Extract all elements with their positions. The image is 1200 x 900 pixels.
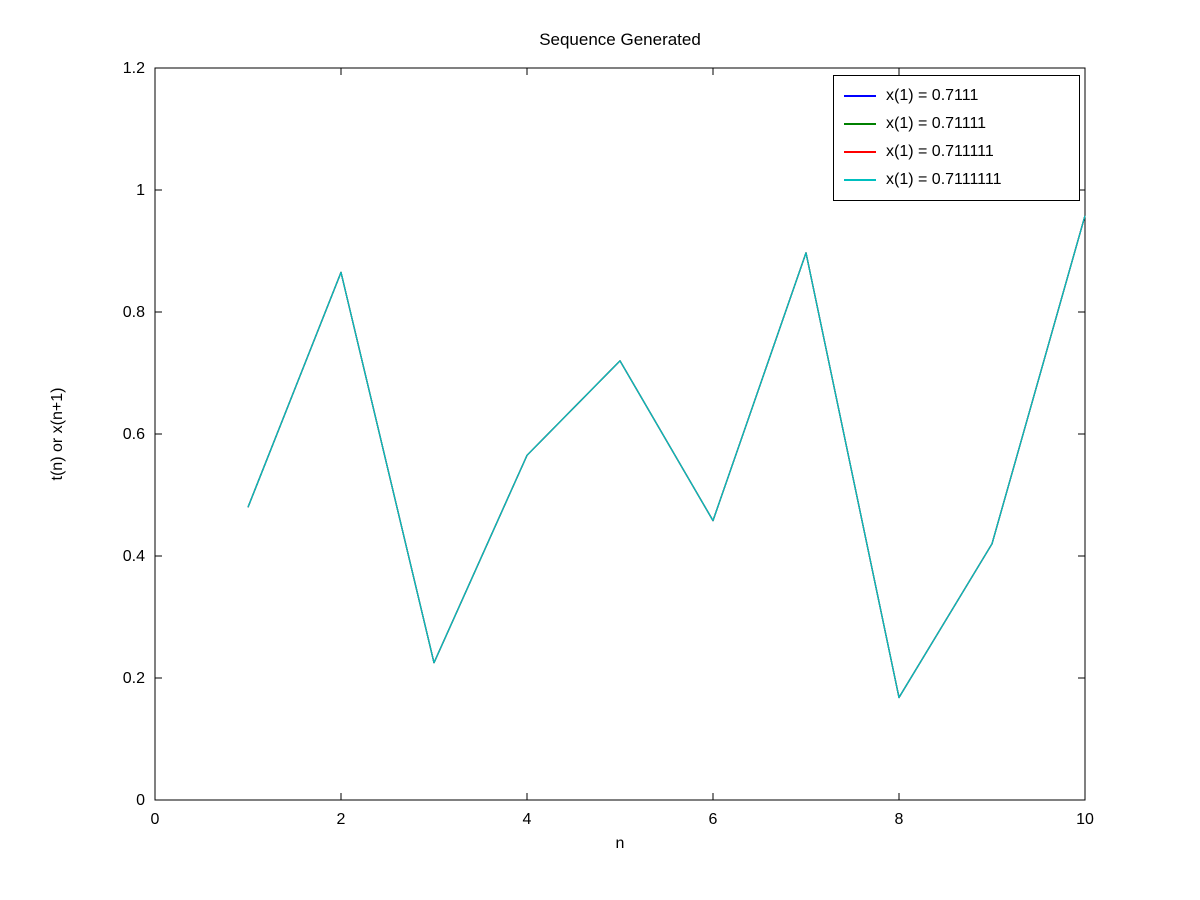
- legend-item: x(1) = 0.711111: [844, 138, 1079, 166]
- legend-label: x(1) = 0.71111: [886, 115, 987, 132]
- x-tick-label: 0: [151, 811, 160, 828]
- series-line: [247, 215, 1086, 699]
- x-tick-label: 8: [895, 811, 904, 828]
- x-tick-label: 6: [709, 811, 718, 828]
- chart-title: Sequence Generated: [539, 30, 701, 49]
- legend-item: x(1) = 0.71111: [844, 110, 1079, 138]
- x-tick-label: 2: [337, 811, 346, 828]
- series-line: [247, 215, 1086, 699]
- legend-label: x(1) = 0.7111111: [886, 171, 1002, 188]
- y-axis-label: t(n) or x(n+1): [49, 387, 66, 481]
- legend-item: x(1) = 0.7111: [844, 82, 1079, 110]
- x-tick-label: 4: [523, 811, 532, 828]
- y-tick-label: 0: [136, 792, 145, 809]
- y-tick-label: 1.2: [123, 60, 145, 77]
- y-tick-label: 1: [136, 182, 145, 199]
- series-line: [247, 215, 1086, 699]
- y-tick-label: 0.6: [123, 426, 145, 443]
- x-axis-label: n: [615, 835, 625, 852]
- legend-line-sample: [844, 179, 876, 181]
- y-tick-label: 0.8: [123, 304, 145, 321]
- y-tick-label: 0.2: [123, 670, 145, 687]
- legend-line-sample: [844, 95, 876, 97]
- x-tick-label: 10: [1076, 811, 1094, 828]
- legend-label: x(1) = 0.7111: [886, 87, 979, 104]
- legend-label: x(1) = 0.711111: [886, 143, 994, 160]
- legend-box: x(1) = 0.7111 x(1) = 0.71111 x(1) = 0.7111…: [833, 75, 1080, 201]
- y-tick-label: 0.4: [123, 548, 145, 565]
- series-line: [247, 215, 1086, 699]
- legend-line-sample: [844, 151, 876, 153]
- legend-line-sample: [844, 123, 876, 125]
- legend-item: x(1) = 0.7111111: [844, 166, 1079, 194]
